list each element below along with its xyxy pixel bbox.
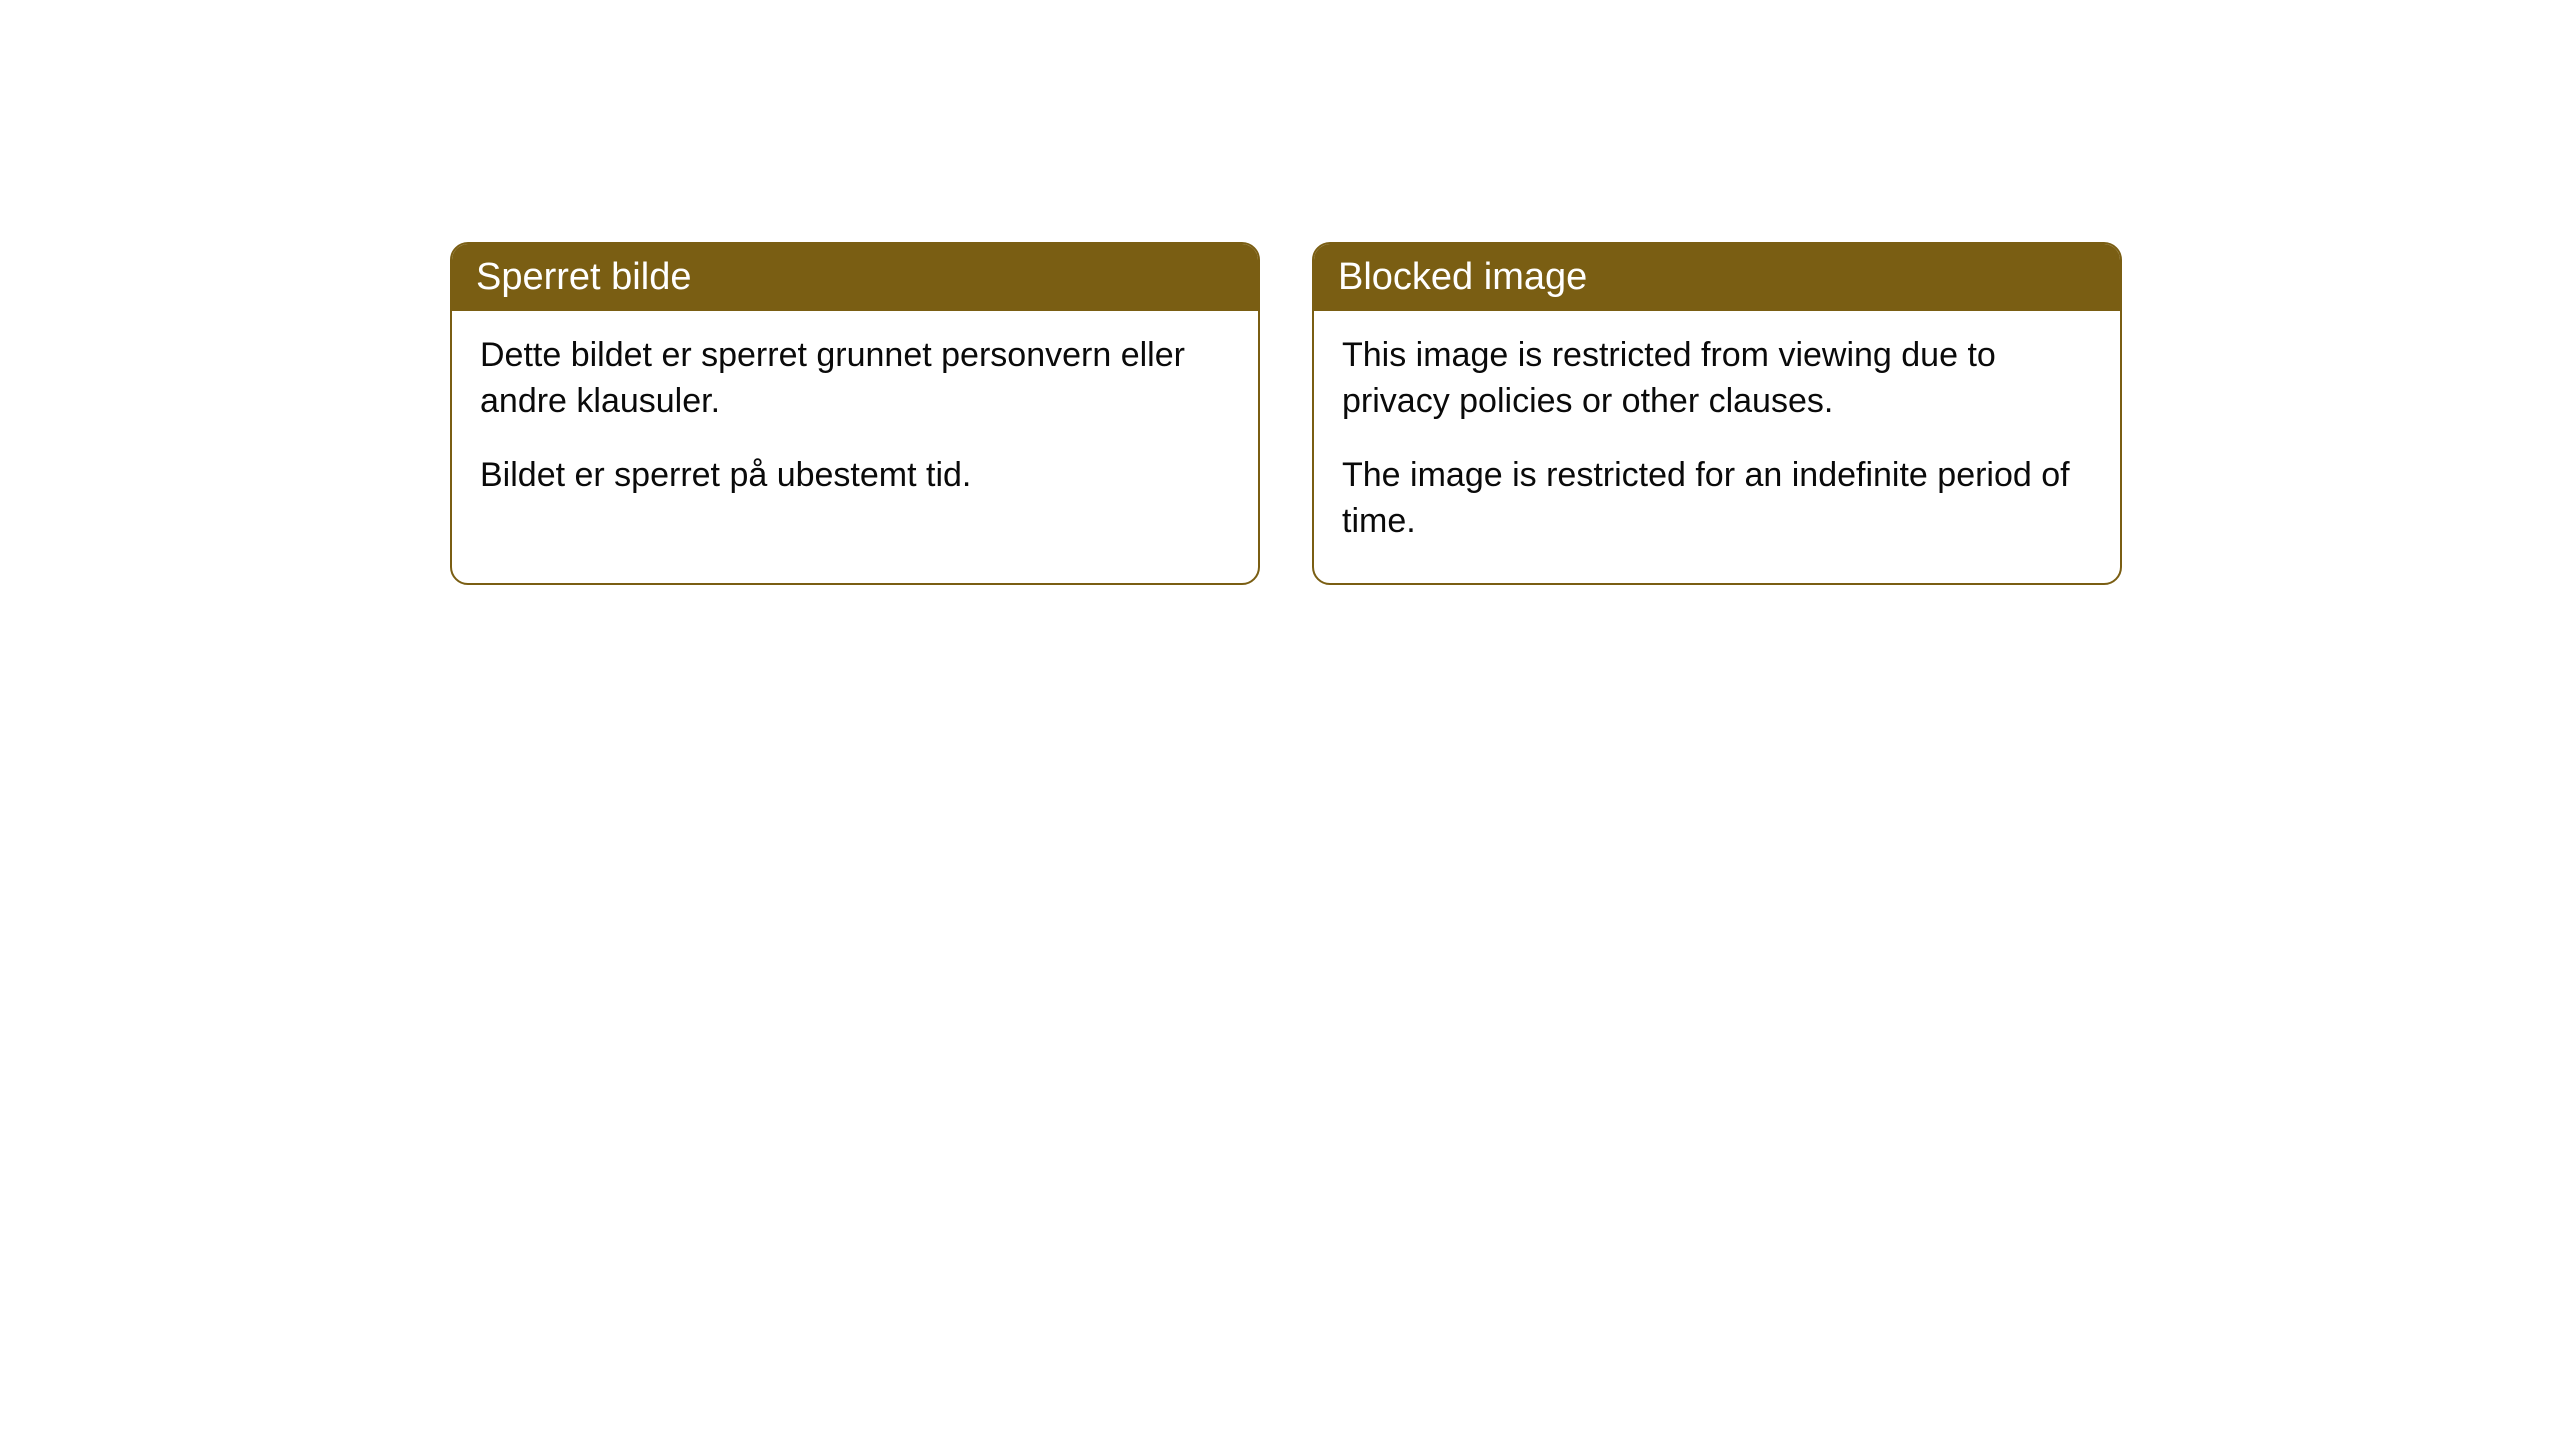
card-header: Sperret bilde bbox=[452, 244, 1258, 311]
blocked-image-card-norwegian: Sperret bilde Dette bildet er sperret gr… bbox=[450, 242, 1260, 585]
notice-cards-container: Sperret bilde Dette bildet er sperret gr… bbox=[450, 242, 2122, 585]
card-body: Dette bildet er sperret grunnet personve… bbox=[452, 311, 1258, 537]
card-paragraph-2: The image is restricted for an indefinit… bbox=[1342, 453, 2092, 545]
card-paragraph-1: This image is restricted from viewing du… bbox=[1342, 333, 2092, 425]
blocked-image-card-english: Blocked image This image is restricted f… bbox=[1312, 242, 2122, 585]
card-paragraph-2: Bildet er sperret på ubestemt tid. bbox=[480, 453, 1230, 499]
card-title: Sperret bilde bbox=[476, 256, 691, 298]
card-paragraph-1: Dette bildet er sperret grunnet personve… bbox=[480, 333, 1230, 425]
card-title: Blocked image bbox=[1338, 256, 1587, 298]
card-header: Blocked image bbox=[1314, 244, 2120, 311]
card-body: This image is restricted from viewing du… bbox=[1314, 311, 2120, 583]
